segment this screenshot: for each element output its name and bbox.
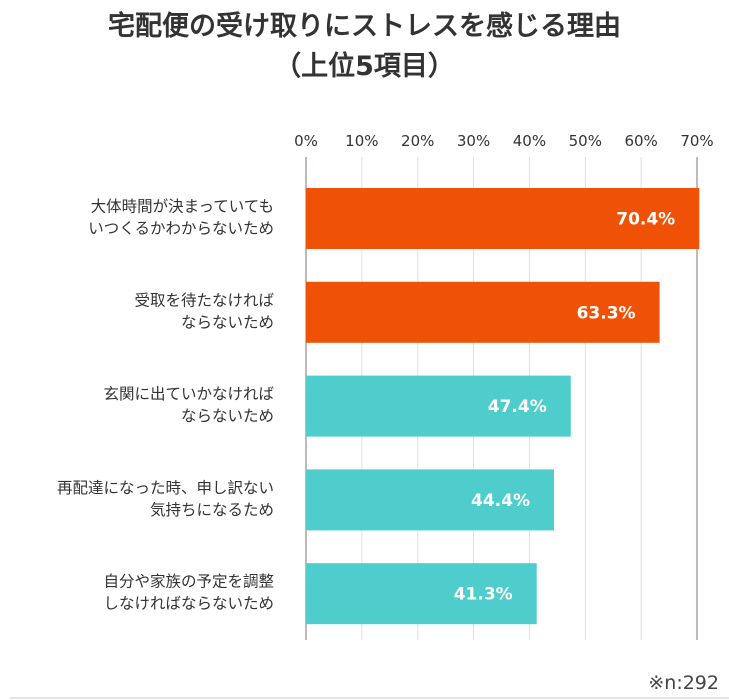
data-label: 63.3%: [577, 303, 636, 323]
bar: [306, 281, 660, 343]
x-tick-label: 50%: [569, 132, 602, 150]
data-label: 70.4%: [616, 210, 675, 230]
sample-size-note: ※n:292: [648, 672, 719, 694]
category-label: しなければならないため: [103, 595, 274, 613]
bar: [306, 375, 571, 437]
chart-title: 宅配便の受け取りにストレスを感じる理由: [108, 11, 621, 42]
divider: [10, 697, 729, 699]
x-tick-label: 0%: [294, 132, 318, 150]
category-label: 受取を待たなければ: [134, 291, 274, 309]
data-label: 41.3%: [454, 585, 513, 605]
bar: [306, 188, 700, 249]
category-label: 自分や家族の予定を調整: [103, 573, 274, 591]
x-tick-label: 30%: [457, 132, 490, 150]
data-label: 47.4%: [488, 397, 547, 417]
category-label: 再配達になった時、申し訳ない: [57, 479, 274, 497]
x-tick-label: 70%: [680, 132, 713, 150]
x-tick-label: 10%: [345, 132, 378, 150]
category-label: いつくるかわからないため: [88, 220, 274, 238]
x-tick-label: 20%: [401, 132, 434, 150]
bar: [306, 563, 537, 625]
category-label: 玄関に出ていかなければ: [103, 385, 274, 403]
chart-subtitle: （上位5項目）: [274, 51, 455, 82]
category-label: ならないため: [181, 407, 274, 425]
x-tick-label: 60%: [624, 132, 657, 150]
bar: [306, 469, 555, 531]
category-label: ならないため: [181, 313, 274, 331]
x-tick-label: 40%: [513, 132, 546, 150]
category-label: 気持ちになるため: [150, 501, 274, 519]
category-label: 大体時間が決まっていても: [91, 198, 274, 216]
data-label: 44.4%: [471, 491, 530, 511]
